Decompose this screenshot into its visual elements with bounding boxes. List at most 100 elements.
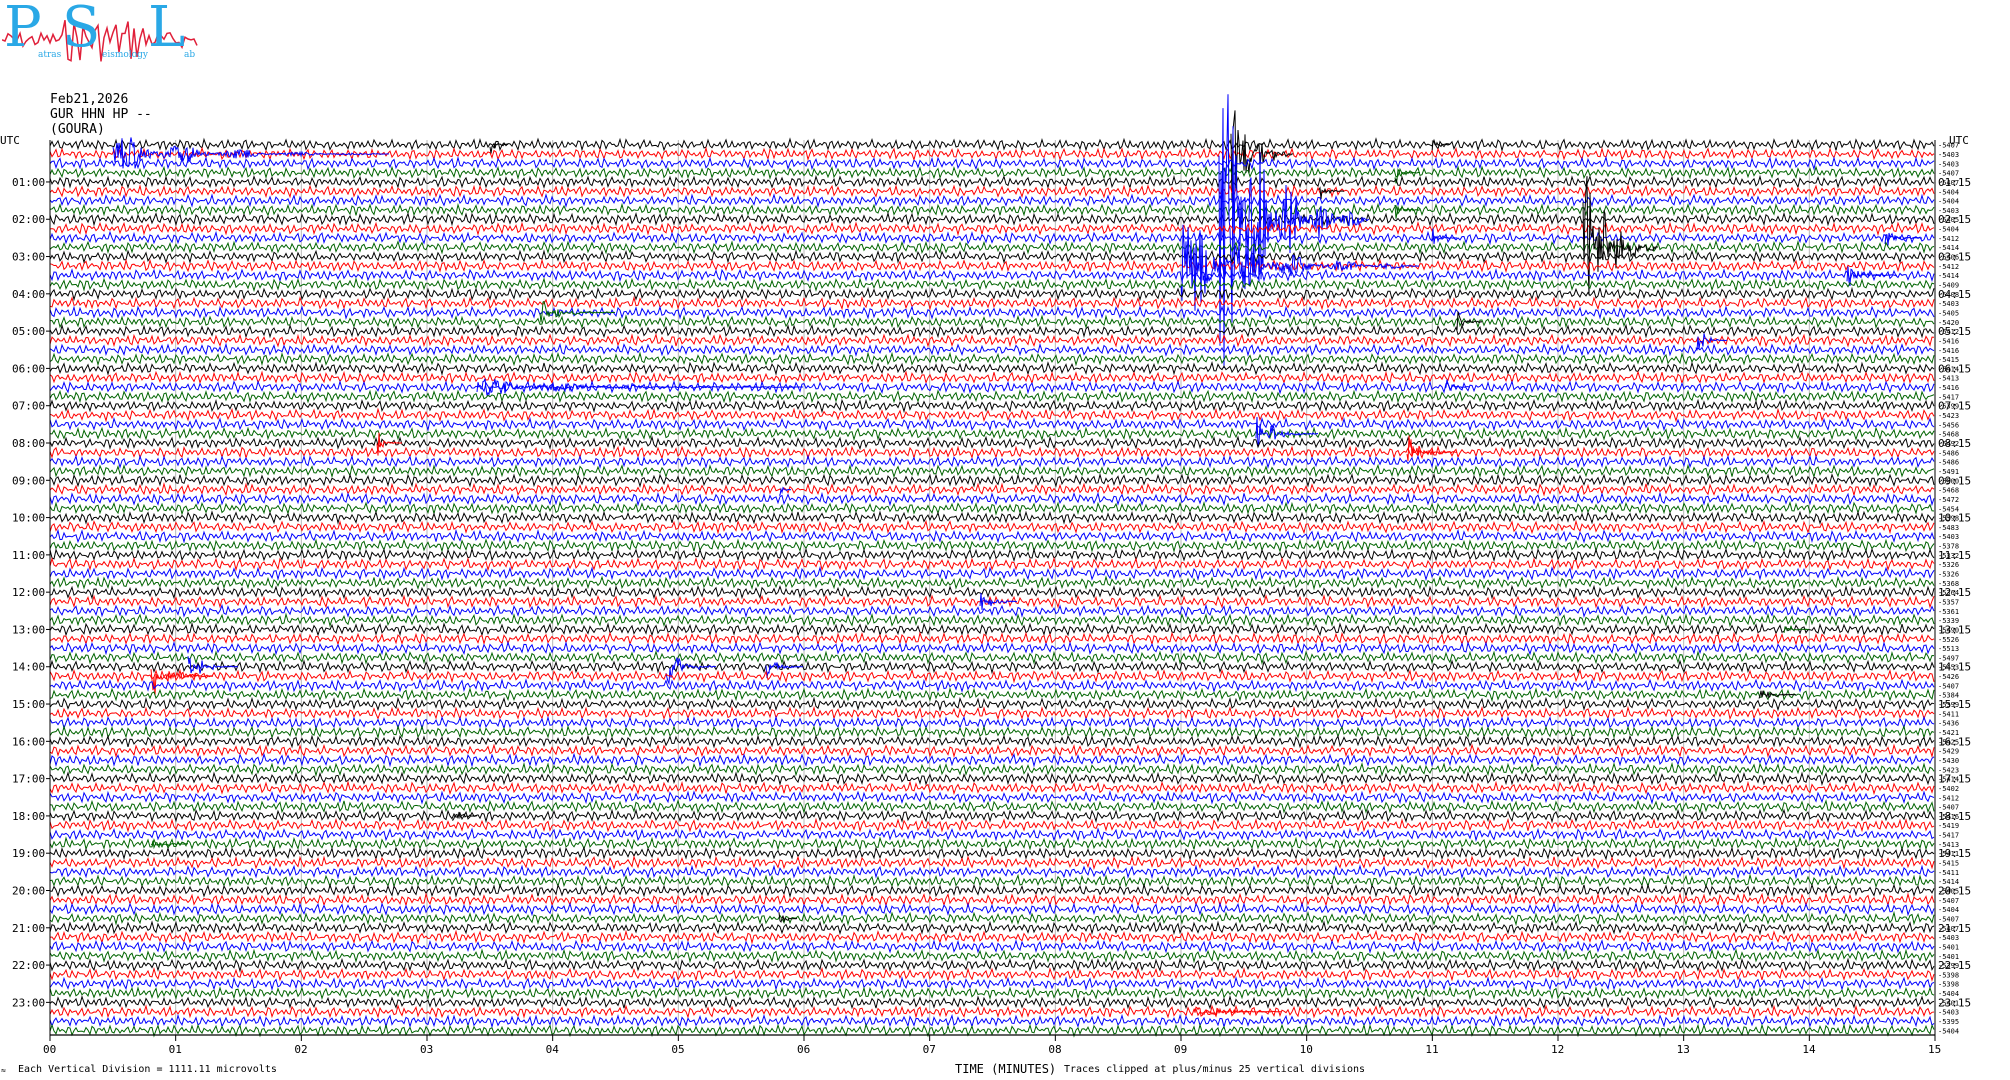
seismic-event-21-0 xyxy=(1695,333,1728,351)
trace-12 xyxy=(49,249,1935,265)
trace-69 xyxy=(49,780,1935,796)
left-hour-label-11: 12:00 xyxy=(12,586,45,599)
left-hour-label-17: 18:00 xyxy=(12,810,45,823)
right-hour-label-8: 09:15 xyxy=(1938,474,1971,487)
trace-offset-85: -5403 xyxy=(1938,934,1959,942)
logo-trace-icon xyxy=(2,20,198,62)
trace-offset-59: -5384 xyxy=(1938,692,1959,700)
trace-offset-56: -5453 xyxy=(1938,664,1959,672)
trace-7 xyxy=(49,202,1935,218)
trace-88 xyxy=(49,957,1935,973)
trace-offset-84: -5407 xyxy=(1938,925,1959,933)
left-hour-label-21: 22:00 xyxy=(12,959,45,972)
trace-53 xyxy=(49,631,1935,647)
seismic-event-57-0 xyxy=(150,669,214,696)
right-hour-label-12: 13:15 xyxy=(1938,624,1971,637)
trace-30 xyxy=(49,416,1935,432)
trace-offset-90: -5398 xyxy=(1938,981,1959,989)
seismic-event-52-0 xyxy=(1783,625,1809,633)
trace-22 xyxy=(49,342,1935,358)
trace-93 xyxy=(49,1004,1935,1020)
trace-offset-68: -5414 xyxy=(1938,776,1959,784)
trace-offset-49: -5357 xyxy=(1938,599,1959,607)
trace-48 xyxy=(49,584,1935,600)
left-hour-label-2: 03:00 xyxy=(12,251,45,264)
logo-letter-p: P xyxy=(4,0,42,60)
trace-19 xyxy=(49,314,1935,330)
trace-0 xyxy=(49,137,1935,153)
seismic-event-0-1 xyxy=(1431,140,1451,152)
trace-offset-63: -5421 xyxy=(1938,729,1959,737)
x-axis-title: TIME (MINUTES) xyxy=(955,1062,1057,1076)
seismic-event-83-0 xyxy=(778,912,798,923)
trace-59 xyxy=(49,687,1935,703)
trace-74 xyxy=(49,827,1935,842)
left-hour-label-14: 15:00 xyxy=(12,698,45,711)
trace-offset-30: -5456 xyxy=(1938,421,1959,429)
trace-44 xyxy=(49,547,1935,563)
x-tick-label-13: 13 xyxy=(1677,1043,1690,1056)
trace-offset-50: -5361 xyxy=(1938,608,1959,616)
trace-offset-52: -5490 xyxy=(1938,627,1959,635)
x-tick-label-4: 04 xyxy=(546,1043,560,1056)
trace-91 xyxy=(49,985,1935,1001)
trace-offset-16: -5408 xyxy=(1938,291,1959,299)
x-tick-label-6: 06 xyxy=(797,1043,810,1056)
trace-offset-44: -5332 xyxy=(1938,552,1959,560)
trace-6 xyxy=(49,193,1935,209)
trace-offset-95: -5404 xyxy=(1938,1027,1959,1035)
trace-offset-33: -5486 xyxy=(1938,449,1959,457)
left-hour-label-7: 08:00 xyxy=(12,437,45,450)
trace-offset-60: -5399 xyxy=(1938,701,1959,709)
left-hour-label-6: 07:00 xyxy=(12,400,45,413)
trace-70 xyxy=(49,790,1935,805)
logo-letter-l: L xyxy=(148,0,186,60)
trace-offset-57: -5426 xyxy=(1938,673,1959,681)
trace-32 xyxy=(49,435,1935,451)
trace-offset-81: -5407 xyxy=(1938,897,1959,905)
trace-50 xyxy=(49,603,1935,618)
trace-10 xyxy=(49,230,1935,246)
trace-offset-17: -5403 xyxy=(1938,300,1959,308)
trace-2 xyxy=(49,155,1935,171)
right-hour-label-20: 21:15 xyxy=(1938,922,1971,935)
trace-29 xyxy=(49,407,1935,423)
seismic-event-56-1 xyxy=(665,657,717,686)
trace-67 xyxy=(49,761,1935,778)
trace-offset-27: -5417 xyxy=(1938,393,1959,401)
right-hour-label-18: 19:15 xyxy=(1938,847,1971,860)
trace-36 xyxy=(49,472,1935,488)
right-hour-label-3: 04:15 xyxy=(1938,288,1971,301)
left-hour-label-10: 11:00 xyxy=(12,549,45,562)
trace-offset-69: -5402 xyxy=(1938,785,1959,793)
trace-34 xyxy=(49,454,1935,470)
trace-offset-45: -5326 xyxy=(1938,561,1959,569)
trace-13 xyxy=(49,258,1935,274)
trace-offset-24: -5414 xyxy=(1938,365,1959,373)
trace-28 xyxy=(49,398,1935,414)
trace-offset-62: -5436 xyxy=(1938,720,1959,728)
seismic-event-1-0 xyxy=(112,137,390,169)
right-hour-label-11: 12:15 xyxy=(1938,586,1971,599)
right-hour-label-7: 08:15 xyxy=(1938,437,1971,450)
trace-offset-41: -5483 xyxy=(1938,524,1959,532)
trace-offset-19: -5420 xyxy=(1938,319,1959,327)
trace-offset-87: -5401 xyxy=(1938,953,1959,961)
trace-offset-88: -5399 xyxy=(1938,962,1959,970)
trace-offset-61: -5411 xyxy=(1938,710,1959,718)
seismic-event-14-0 xyxy=(1846,266,1898,287)
trace-offset-3: -5407 xyxy=(1938,170,1959,178)
right-hour-label-13: 14:15 xyxy=(1938,661,1971,674)
trace-offset-91: -5404 xyxy=(1938,990,1959,998)
trace-25 xyxy=(49,370,1935,386)
x-tick-label-8: 08 xyxy=(1048,1043,1061,1056)
left-hour-label-3: 04:00 xyxy=(12,288,45,301)
trace-73 xyxy=(49,817,1935,833)
trace-offset-46: -5326 xyxy=(1938,571,1959,579)
trace-72 xyxy=(49,808,1935,824)
trace-41 xyxy=(49,519,1935,535)
right-hour-label-2: 03:15 xyxy=(1938,251,1971,264)
trace-offset-67: -5423 xyxy=(1938,766,1959,774)
trace-80 xyxy=(49,883,1935,899)
